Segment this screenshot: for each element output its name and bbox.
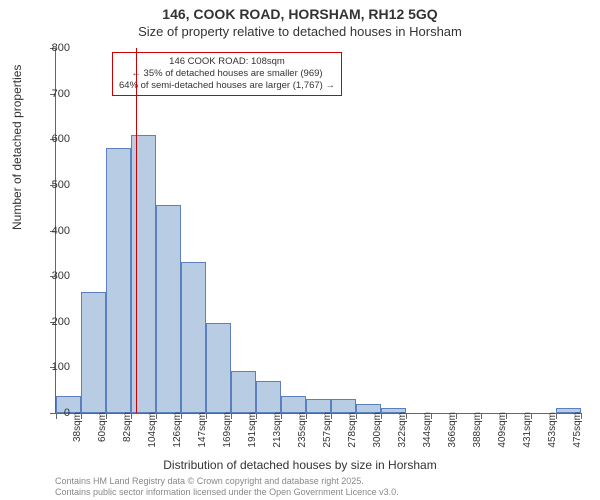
x-tick: [206, 413, 207, 419]
histogram-bar: [156, 205, 181, 413]
y-tick-label: 0: [64, 407, 70, 419]
footer-text: Contains HM Land Registry data © Crown c…: [55, 476, 399, 498]
x-tick: [331, 413, 332, 419]
histogram-bar: [206, 323, 231, 413]
histogram-bar: [281, 396, 306, 413]
footer-line2: Contains public sector information licen…: [55, 487, 399, 498]
y-axis-title: Number of detached properties: [10, 65, 24, 230]
y-tick-label: 700: [52, 88, 70, 100]
chart-title: 146, COOK ROAD, HORSHAM, RH12 5GQ: [0, 6, 600, 22]
x-tick: [381, 413, 382, 419]
x-tick: [406, 413, 407, 419]
x-tick: [56, 413, 57, 419]
x-tick: [81, 413, 82, 419]
histogram-bar: [256, 381, 281, 413]
x-tick: [456, 413, 457, 419]
y-tick-label: 200: [52, 316, 70, 328]
x-tick: [131, 413, 132, 419]
plot-area: 146 COOK ROAD: 108sqm ← 35% of detached …: [55, 48, 581, 414]
annotation-box: 146 COOK ROAD: 108sqm ← 35% of detached …: [112, 52, 342, 96]
histogram-bar: [231, 371, 256, 413]
x-tick: [581, 413, 582, 419]
chart-container: 146, COOK ROAD, HORSHAM, RH12 5GQ Size o…: [0, 0, 600, 500]
y-tick-label: 500: [52, 179, 70, 191]
y-tick-label: 300: [52, 270, 70, 282]
chart-subtitle: Size of property relative to detached ho…: [0, 24, 600, 39]
x-tick: [231, 413, 232, 419]
x-tick: [106, 413, 107, 419]
x-tick: [506, 413, 507, 419]
x-tick: [531, 413, 532, 419]
reference-line: [136, 48, 137, 413]
x-tick: [356, 413, 357, 419]
y-tick-label: 400: [52, 225, 70, 237]
y-tick-label: 100: [52, 361, 70, 373]
x-axis-title: Distribution of detached houses by size …: [0, 458, 600, 472]
x-tick: [556, 413, 557, 419]
x-tick: [156, 413, 157, 419]
x-tick: [481, 413, 482, 419]
annotation-line1: 146 COOK ROAD: 108sqm: [119, 56, 335, 68]
y-tick-label: 600: [52, 133, 70, 145]
x-tick: [181, 413, 182, 419]
annotation-line3: 64% of semi-detached houses are larger (…: [119, 80, 335, 92]
x-tick: [281, 413, 282, 419]
footer-line1: Contains HM Land Registry data © Crown c…: [55, 476, 399, 487]
histogram-bar: [81, 292, 106, 413]
annotation-line2: ← 35% of detached houses are smaller (96…: [119, 68, 335, 80]
x-tick: [431, 413, 432, 419]
x-tick: [256, 413, 257, 419]
histogram-bar: [331, 399, 356, 413]
histogram-bar: [106, 148, 131, 413]
histogram-bar: [306, 399, 331, 413]
y-tick-label: 800: [52, 42, 70, 54]
histogram-bar: [181, 262, 206, 413]
x-tick: [306, 413, 307, 419]
